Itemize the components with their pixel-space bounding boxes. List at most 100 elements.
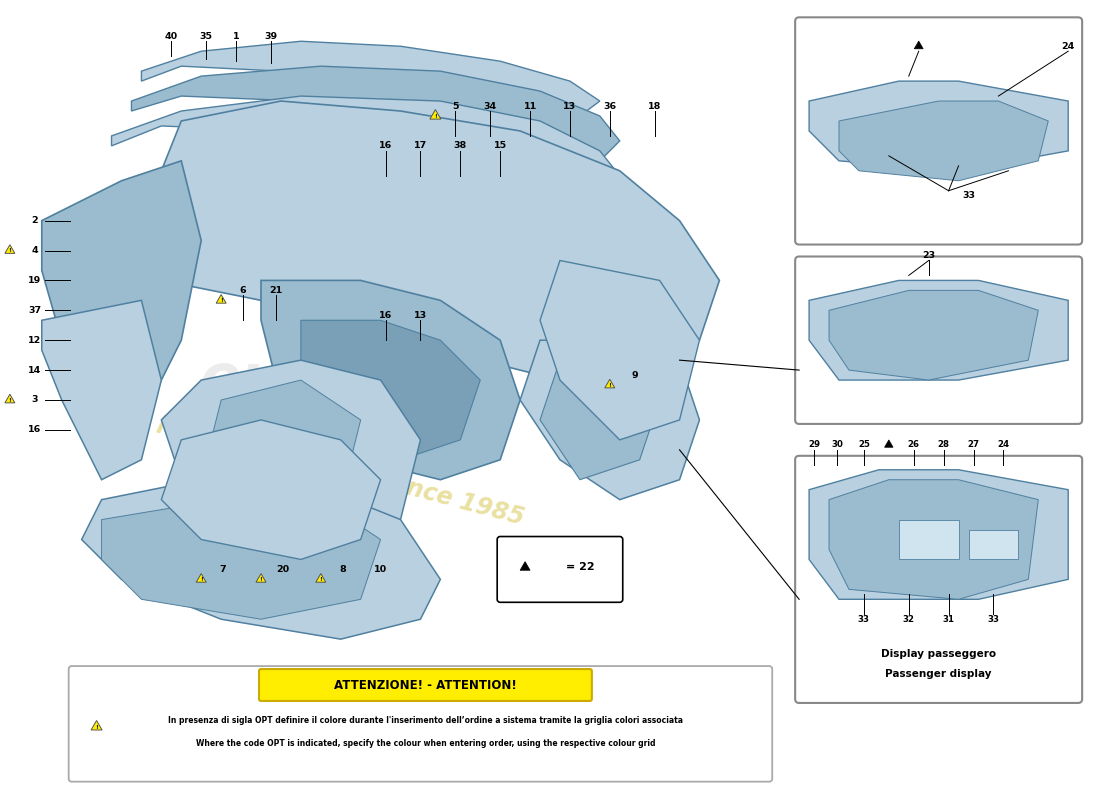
Text: 33: 33 <box>962 191 975 200</box>
Polygon shape <box>810 81 1068 170</box>
Polygon shape <box>810 281 1068 380</box>
Polygon shape <box>196 574 206 582</box>
Polygon shape <box>256 574 266 582</box>
Text: 17: 17 <box>414 142 427 150</box>
Polygon shape <box>101 500 381 619</box>
Text: 33: 33 <box>858 614 870 624</box>
Polygon shape <box>316 574 326 582</box>
Text: 8: 8 <box>339 565 346 574</box>
Polygon shape <box>261 281 520 480</box>
Polygon shape <box>91 721 102 730</box>
Polygon shape <box>829 480 1038 599</box>
Polygon shape <box>884 440 893 447</box>
Text: !: ! <box>220 298 222 303</box>
Text: !: ! <box>9 398 11 403</box>
Text: !: ! <box>9 249 11 254</box>
Text: Display passeggero: Display passeggero <box>881 649 997 659</box>
Text: = 22: = 22 <box>565 562 594 573</box>
Text: 7: 7 <box>220 565 227 574</box>
Text: 24: 24 <box>1062 42 1075 50</box>
Polygon shape <box>968 530 1019 559</box>
Text: ATTENZIONE! - ATTENTION!: ATTENZIONE! - ATTENTION! <box>334 678 517 691</box>
Text: 11: 11 <box>524 102 537 110</box>
Text: 2: 2 <box>32 216 39 225</box>
Text: 28: 28 <box>937 440 949 450</box>
Text: !: ! <box>95 725 98 730</box>
FancyBboxPatch shape <box>795 18 1082 245</box>
Text: 24: 24 <box>998 440 1010 450</box>
Text: 3: 3 <box>32 395 39 405</box>
Text: 5: 5 <box>452 102 459 110</box>
Text: !: ! <box>434 114 437 119</box>
Text: 25: 25 <box>858 440 870 450</box>
Polygon shape <box>42 300 162 480</box>
Text: 12: 12 <box>29 336 42 345</box>
Polygon shape <box>301 320 481 460</box>
Polygon shape <box>162 360 420 559</box>
Text: 38: 38 <box>453 142 466 150</box>
Text: !: ! <box>319 578 322 582</box>
Polygon shape <box>81 480 440 639</box>
FancyBboxPatch shape <box>68 666 772 782</box>
Text: passion for parts since 1985: passion for parts since 1985 <box>155 409 527 530</box>
Text: 34: 34 <box>484 102 497 110</box>
Polygon shape <box>217 294 227 303</box>
FancyBboxPatch shape <box>795 257 1082 424</box>
Text: 16: 16 <box>378 142 393 150</box>
Text: 23: 23 <box>922 251 935 260</box>
Polygon shape <box>899 519 958 559</box>
Polygon shape <box>162 420 381 559</box>
Polygon shape <box>540 360 660 480</box>
Polygon shape <box>605 379 615 388</box>
Text: In presenza di sigla OPT definire il colore durante l'inserimento dell’ordine a : In presenza di sigla OPT definire il col… <box>168 716 683 726</box>
Polygon shape <box>430 110 441 119</box>
Text: !: ! <box>260 578 263 582</box>
Polygon shape <box>520 340 700 500</box>
Text: 32: 32 <box>903 614 915 624</box>
Polygon shape <box>839 101 1048 181</box>
Text: 1: 1 <box>233 32 240 41</box>
Text: 35: 35 <box>200 32 212 41</box>
Text: 39: 39 <box>264 32 277 41</box>
Text: 10: 10 <box>374 565 387 574</box>
Text: 27: 27 <box>968 440 980 450</box>
Text: 13: 13 <box>414 310 427 320</box>
Polygon shape <box>829 290 1038 380</box>
Text: 29: 29 <box>808 440 821 450</box>
Text: europä: europä <box>200 350 442 410</box>
Polygon shape <box>142 101 719 380</box>
Text: 37: 37 <box>29 306 42 315</box>
Text: 40: 40 <box>165 32 178 41</box>
Text: 36: 36 <box>603 102 616 110</box>
FancyBboxPatch shape <box>497 537 623 602</box>
Text: 16: 16 <box>29 426 42 434</box>
Text: !: ! <box>200 578 202 582</box>
Text: 21: 21 <box>270 286 283 295</box>
Polygon shape <box>42 161 201 430</box>
Text: !: ! <box>608 383 612 388</box>
Polygon shape <box>520 562 530 570</box>
Text: 18: 18 <box>648 102 661 110</box>
Polygon shape <box>540 261 700 440</box>
FancyBboxPatch shape <box>795 456 1082 703</box>
Text: Passenger display: Passenger display <box>886 669 992 679</box>
FancyBboxPatch shape <box>258 669 592 701</box>
Polygon shape <box>142 42 600 116</box>
Text: 9: 9 <box>631 370 638 379</box>
Polygon shape <box>4 245 15 254</box>
Text: 13: 13 <box>563 102 576 110</box>
Text: 20: 20 <box>276 565 289 574</box>
Text: 26: 26 <box>908 440 920 450</box>
Text: 16: 16 <box>378 310 393 320</box>
Text: 30: 30 <box>832 440 843 450</box>
Text: 31: 31 <box>943 614 955 624</box>
Text: 14: 14 <box>29 366 42 374</box>
Text: 33: 33 <box>988 614 1000 624</box>
Polygon shape <box>201 380 361 539</box>
Text: Where the code OPT is indicated, specify the colour when entering order, using t: Where the code OPT is indicated, specify… <box>196 739 656 748</box>
Polygon shape <box>132 66 619 161</box>
Polygon shape <box>111 96 619 196</box>
Text: 6: 6 <box>240 286 246 295</box>
Text: 19: 19 <box>29 276 42 285</box>
Text: 4: 4 <box>32 246 39 255</box>
